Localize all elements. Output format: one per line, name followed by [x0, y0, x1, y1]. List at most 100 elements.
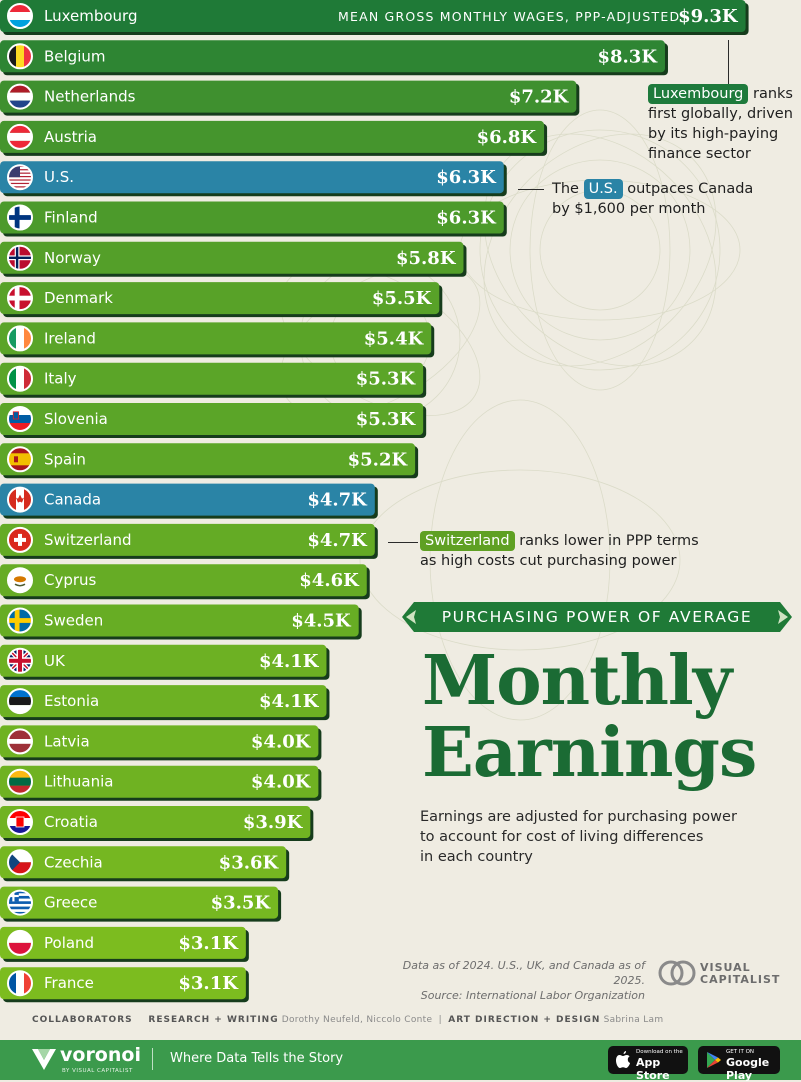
- bar-label: Norway: [44, 249, 101, 267]
- source-note: Data as of 2024. U.S., UK, and Canada as…: [380, 958, 645, 1003]
- bar-row: Denmark $5.5K: [0, 282, 443, 318]
- bar-row: U.S. $6.3K: [0, 161, 507, 197]
- bar-value-label: $7.2K: [509, 87, 570, 108]
- lux-text3: by its high-paying: [648, 126, 779, 142]
- bar-row: Sweden $4.5K: [0, 604, 362, 640]
- bar-value-label: $4.5K: [291, 611, 352, 632]
- greece-flag-icon: [7, 889, 33, 916]
- source-line1: Data as of 2024. U.S., UK, and Canada as…: [402, 959, 645, 987]
- description: Earnings are adjusted for purchasing pow…: [420, 807, 750, 867]
- bar: [0, 80, 577, 113]
- bar-row: Czechia $3.6K: [0, 846, 290, 882]
- bar: [0, 967, 246, 1000]
- bar-value-label: $4.7K: [307, 490, 368, 511]
- google-play-button[interactable]: GET IT ON Google Play: [698, 1046, 780, 1082]
- uk-flag-icon: [7, 647, 33, 674]
- bar-value-label: $4.1K: [259, 691, 320, 712]
- italy-flag-icon: [7, 365, 33, 392]
- source-line2: Source: International Labor Organization: [420, 989, 645, 1002]
- bar-label: Croatia: [44, 813, 98, 831]
- bar-row: Latvia $4.0K: [0, 725, 322, 761]
- norway-flag-icon: [7, 244, 33, 271]
- bar-label: Latvia: [44, 732, 90, 750]
- austria-flag-icon: [7, 123, 33, 150]
- belgium-flag-icon: [7, 43, 33, 70]
- visual-capitalist-wordmark: VISUAL CAPITALIST: [700, 962, 780, 986]
- collaborators: COLLABORATORS RESEARCH + WRITING Dorothy…: [32, 1015, 664, 1025]
- bar-label: Spain: [44, 450, 86, 468]
- bar: [0, 886, 279, 919]
- bar-row: Switzerland $4.7K: [0, 523, 378, 559]
- bar-value-label: $6.3K: [436, 208, 497, 229]
- bar: [0, 604, 359, 637]
- bar-row: Austria $6.8K: [0, 120, 548, 156]
- us-flag-icon: [7, 164, 33, 191]
- bar-label: Finland: [44, 209, 98, 227]
- bar: [0, 483, 375, 516]
- finland-flag-icon: [7, 204, 33, 231]
- collab-label: COLLABORATORS: [32, 1015, 133, 1025]
- value-caption: MEAN GROSS MONTHLY WAGES, PPP-ADJUSTED: [338, 9, 681, 24]
- lithuania-flag-icon: [7, 768, 33, 795]
- bar-row: Netherlands $7.2K: [0, 80, 580, 116]
- bar: [0, 926, 246, 959]
- google-play-label: Google Play: [726, 1056, 770, 1082]
- bar-value-label: $3.6K: [219, 852, 280, 873]
- bar-row: Greece $3.5K: [0, 886, 282, 922]
- bar-label: Italy: [44, 370, 77, 388]
- bar-value-label: $6.8K: [477, 127, 538, 148]
- rw-label: RESEARCH + WRITING: [148, 1015, 279, 1025]
- description-line1: Earnings are adjusted for purchasing pow…: [420, 809, 737, 825]
- bar-label: Canada: [44, 491, 101, 509]
- france-flag-icon: [7, 970, 33, 997]
- denmark-flag-icon: [7, 285, 33, 312]
- swiss-annotation: Switzerland ranks lower in PPP terms as …: [420, 531, 740, 571]
- bar-row: Belgium $8.3K: [0, 40, 668, 76]
- bar-label: Netherlands: [44, 88, 136, 106]
- app-store-small: Download on the: [636, 1049, 683, 1055]
- bar: [0, 0, 746, 32]
- croatia-flag-icon: [7, 809, 33, 835]
- voronoi-wordmark[interactable]: voronoi: [60, 1044, 141, 1066]
- bar-label: Denmark: [44, 289, 113, 307]
- slovenia-flag-icon: [7, 406, 33, 432]
- title-line1: Monthly: [422, 641, 732, 721]
- bar-label: Cyprus: [44, 571, 97, 589]
- description-line2: to account for cost of living difference…: [420, 829, 704, 845]
- bar: [0, 403, 424, 435]
- voronoi-subtext: BY VISUAL CAPITALIST: [62, 1068, 133, 1074]
- footer-tagline: Where Data Tells the Story: [170, 1051, 344, 1066]
- bar-row: Norway $5.8K: [0, 241, 467, 277]
- poland-flag-icon: [7, 929, 33, 956]
- bar-row: France $3.1K: [0, 967, 249, 1003]
- bar: [0, 523, 375, 556]
- bar-label: France: [44, 974, 94, 992]
- lux-highlight: Luxembourg: [648, 84, 749, 104]
- bar-value-label: $5.2K: [348, 449, 409, 470]
- google-play-icon: [707, 1052, 721, 1068]
- bar: [0, 120, 545, 153]
- ad-label: ART DIRECTION + DESIGN: [448, 1015, 601, 1025]
- bar-row: Lithuania $4.0K: [0, 765, 322, 801]
- bar-value-label: $9.3K: [678, 6, 739, 27]
- google-play-small: GET IT ON: [726, 1049, 755, 1055]
- bar-row: Estonia $4.1K: [0, 685, 330, 721]
- us-pre: The: [552, 181, 584, 197]
- bar: [0, 322, 432, 355]
- lux-text4: finance sector: [648, 146, 751, 162]
- bar-label: Belgium: [44, 47, 106, 65]
- bar-row: UK $4.1K: [0, 644, 330, 680]
- swiss-connector: [388, 542, 418, 543]
- us-connector: [518, 189, 544, 190]
- bar-value-label: $4.6K: [299, 570, 360, 591]
- estonia-flag-icon: [7, 688, 33, 715]
- bar-label: Austria: [44, 128, 97, 146]
- us-post: outpaces Canada: [622, 181, 754, 197]
- bar-value-label: $5.8K: [396, 248, 457, 269]
- bar-row: Luxembourg $9.3K: [0, 0, 749, 35]
- lux-annotation: Luxembourg ranks first globally, driven …: [648, 84, 798, 164]
- bar-value-label: $3.9K: [243, 812, 304, 833]
- bar-row: Croatia $3.9K: [0, 806, 314, 841]
- bar: [0, 201, 504, 234]
- app-store-button[interactable]: Download on the App Store: [608, 1046, 688, 1082]
